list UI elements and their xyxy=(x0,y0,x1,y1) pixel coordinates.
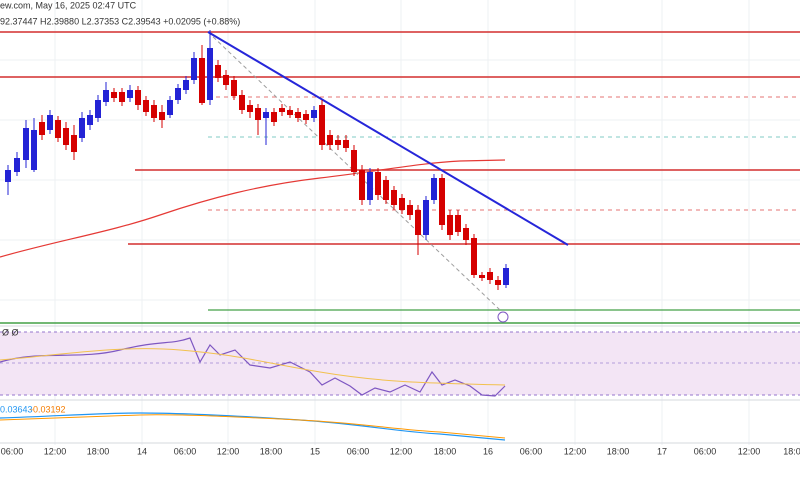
candle-body xyxy=(479,275,485,278)
candle-body xyxy=(335,140,341,145)
candle-body xyxy=(255,108,261,120)
candle-body xyxy=(199,58,205,103)
candle-body xyxy=(447,215,453,235)
signal-value: -0.03192 xyxy=(30,404,66,414)
time-label: 06:00 xyxy=(694,446,717,456)
candle-body xyxy=(375,172,381,195)
candle-body xyxy=(391,190,397,205)
candle-body xyxy=(119,92,125,102)
time-label: 18:00 xyxy=(87,446,110,456)
candle-body xyxy=(23,128,29,160)
candle-body xyxy=(63,128,69,145)
candle-body xyxy=(279,108,285,112)
candle-body xyxy=(231,80,237,96)
candle-body xyxy=(295,112,301,118)
candle-body xyxy=(351,150,357,172)
time-label: 15 xyxy=(310,446,320,456)
grid xyxy=(0,0,800,445)
time-label: 17 xyxy=(657,446,667,456)
time-label: 12:00 xyxy=(738,446,761,456)
time-label: 16 xyxy=(483,446,493,456)
candle-body xyxy=(39,122,45,135)
candle-body xyxy=(239,95,245,110)
candle-body xyxy=(167,100,173,115)
time-label: 06:00 xyxy=(520,446,543,456)
candle-body xyxy=(327,135,333,145)
candle-body xyxy=(415,210,421,235)
candle-body xyxy=(367,172,373,200)
candle-body xyxy=(471,238,477,275)
candle-body xyxy=(439,178,445,225)
rsi-line xyxy=(0,337,506,397)
candle-body xyxy=(407,205,413,215)
candle-body xyxy=(303,114,309,120)
candle-body xyxy=(503,268,509,285)
ohlc-line: 92.37447 H2.39880 L2.37353 C2.39543 +0.0… xyxy=(0,16,240,26)
candle-body xyxy=(271,112,277,122)
candle-body xyxy=(55,120,61,138)
candle-body xyxy=(95,100,101,118)
candle-body xyxy=(343,140,349,148)
candle-body xyxy=(175,88,181,100)
candle-body xyxy=(423,200,429,235)
time-label: 12:00 xyxy=(44,446,67,456)
time-label: 14 xyxy=(137,446,147,456)
candle-body xyxy=(215,65,221,78)
time-label: 06:00 xyxy=(174,446,197,456)
candle-body xyxy=(127,90,133,98)
time-label: 18:0 xyxy=(783,446,800,456)
candle-body xyxy=(487,272,493,280)
candle-body xyxy=(47,115,53,130)
marker-icon[interactable] xyxy=(497,311,509,323)
candle-body xyxy=(14,158,20,172)
candle-body xyxy=(103,90,109,102)
candles xyxy=(5,30,509,290)
candle-body xyxy=(455,215,461,232)
candle-body xyxy=(159,112,165,120)
candle-body xyxy=(247,105,253,112)
candle-body xyxy=(191,58,197,80)
candle-body xyxy=(263,112,269,118)
candle-body xyxy=(495,280,501,285)
candle-body xyxy=(111,92,117,98)
candle-body xyxy=(311,110,317,118)
time-axis: 06:00 12:00 18:00 14 06:00 12:00 18:00 15 06:00 1… xyxy=(1,446,800,456)
moving-average xyxy=(0,159,506,258)
candle-body xyxy=(87,115,93,125)
candle-body xyxy=(31,130,37,170)
candle-body xyxy=(319,105,325,145)
time-label: 18:00 xyxy=(434,446,457,456)
candle-body xyxy=(143,100,149,112)
time-label: 12:00 xyxy=(217,446,240,456)
candle-body xyxy=(5,170,11,182)
source-line: ew.com, May 16, 2025 02:47 UTC xyxy=(0,0,137,10)
time-label: 12:00 xyxy=(390,446,413,456)
time-label: 06:00 xyxy=(1,446,24,456)
indicator-icons[interactable]: Ø Ø xyxy=(2,327,19,337)
candle-body xyxy=(359,170,365,200)
signal-line xyxy=(0,414,506,439)
candle-body xyxy=(79,118,85,138)
candle-body xyxy=(399,198,405,210)
candle-body xyxy=(183,80,189,90)
candle-body xyxy=(431,178,437,200)
candle-body xyxy=(463,228,469,240)
time-label: 18:00 xyxy=(607,446,630,456)
rsi-average xyxy=(0,348,506,386)
macd-line xyxy=(0,412,506,441)
trend-line xyxy=(207,31,569,246)
time-label: 12:00 xyxy=(564,446,587,456)
candle-body xyxy=(383,180,389,200)
candle-body xyxy=(151,105,157,118)
candle-body xyxy=(135,90,141,105)
time-label: 18:00 xyxy=(260,446,283,456)
macd-value: 0.03643 xyxy=(0,404,33,414)
candle-body xyxy=(287,110,293,115)
candle-body xyxy=(223,75,229,85)
candle-body xyxy=(71,135,77,152)
candle-body xyxy=(207,48,213,100)
time-label: 06:00 xyxy=(347,446,370,456)
